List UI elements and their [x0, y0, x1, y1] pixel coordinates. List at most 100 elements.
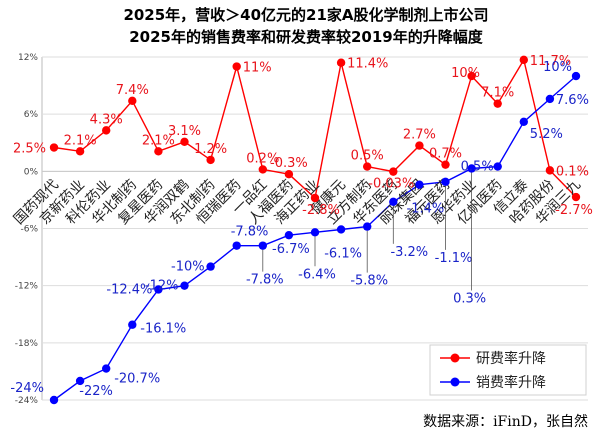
rd-point — [154, 147, 163, 156]
data-points — [49, 55, 581, 405]
rd-point — [310, 193, 320, 203]
sales-data-label: -20.7% — [114, 372, 160, 387]
sales-data-label: -5.8% — [350, 274, 388, 289]
rd-data-label: 0.2% — [246, 151, 279, 166]
sales-data-label: -7.8% — [246, 273, 284, 288]
legend-box — [429, 344, 587, 396]
sales-data-label: 5.2% — [530, 127, 563, 142]
rd-data-label: 0.5% — [351, 149, 384, 164]
sales-point — [493, 162, 502, 171]
sales-data-label: -16.1% — [140, 322, 186, 337]
rd-data-label: -2.7% — [555, 203, 593, 218]
sales-data-label: -10% — [171, 260, 205, 275]
sales-data-label: -3.2% — [390, 245, 428, 260]
y-tick-label: 12% — [18, 53, 38, 63]
sales-point — [128, 320, 137, 329]
rd-point — [49, 143, 59, 152]
sales-point — [571, 71, 581, 81]
sales-point — [415, 180, 424, 189]
sales-data-label: 10% — [543, 60, 572, 75]
category-labels: 国药现代京新药业科伦药业华北制药复星医药华润双鹤东北制药恒瑞医药一品红人福医药海… — [11, 176, 584, 228]
rd-point — [180, 137, 189, 146]
rd-series-line — [53, 58, 577, 200]
rd-point — [102, 126, 111, 135]
y-tick-label: 0% — [24, 167, 39, 177]
rd-point — [284, 169, 294, 179]
rd-data-label: 7.4% — [116, 83, 149, 98]
y-tick-label: -12% — [15, 282, 39, 292]
sales-point — [389, 197, 398, 207]
sales-data-label: 0.3% — [453, 291, 486, 306]
sales-data-label: -24% — [10, 381, 44, 396]
sales-point — [232, 241, 241, 250]
rd-data-label: 4.3% — [90, 112, 123, 127]
y-tick-label: -24% — [15, 396, 39, 406]
rd-data-label: 11% — [243, 61, 272, 76]
sales-point — [545, 94, 555, 104]
rd-data-label: 11.7% — [530, 54, 571, 69]
rd-data-label: 0.1% — [556, 164, 589, 179]
rd-data-label: 2.7% — [403, 128, 436, 143]
rd-point — [389, 167, 398, 176]
sales-point — [284, 230, 294, 240]
sales-data-label: -12.4% — [106, 282, 152, 297]
sales-point — [180, 281, 189, 290]
sales-point — [102, 364, 111, 373]
sales-data-label: -6.7% — [272, 242, 310, 257]
rd-point — [363, 162, 372, 171]
sales-data-label: -6.1% — [324, 246, 362, 261]
y-tick-label: -18% — [15, 339, 39, 349]
rd-point — [545, 166, 555, 175]
sales-data-label: -1.1% — [435, 251, 473, 266]
rd-point — [75, 147, 85, 156]
legend-sales-marker — [450, 377, 460, 387]
sales-point — [154, 285, 163, 294]
legend-sales-label: 销费率升降 — [476, 374, 546, 391]
sales-data-label: -22% — [79, 384, 113, 399]
sales-point — [336, 225, 346, 234]
rd-point — [571, 192, 581, 202]
rd-data-label: -2.8% — [302, 203, 340, 218]
rd-data-label: -0.3% — [270, 156, 308, 171]
rd-data-label: 1.2% — [194, 142, 227, 157]
sales-data-label: 7.6% — [556, 93, 589, 108]
sales-data-label: -1.4% — [407, 202, 445, 217]
sales-point — [441, 177, 450, 187]
rd-point — [519, 55, 528, 65]
y-tick-label: -6% — [20, 225, 38, 235]
rd-data-label: 2.1% — [142, 133, 175, 148]
sales-point — [49, 395, 59, 405]
rd-data-label: 3.1% — [168, 124, 201, 139]
rd-point — [441, 160, 450, 169]
sales-point — [310, 228, 320, 237]
sales-point — [258, 241, 267, 250]
sales-data-label: -6.4% — [298, 267, 336, 282]
rd-data-label: 11.4% — [347, 57, 388, 72]
sales-data-label: 0.5% — [461, 160, 494, 175]
rd-data-label: 2.5% — [13, 142, 46, 157]
chart-title-line1: 2025年，营收＞40亿元的21家A股化学制剂上市公司 — [123, 6, 488, 24]
rd-data-label: 7.1% — [481, 86, 514, 101]
legend-rd-marker — [450, 353, 460, 363]
sales-point — [467, 164, 476, 173]
rd-point — [493, 99, 502, 108]
rd-point — [232, 62, 241, 71]
source-note: 数据来源：iFinD，张自然 — [423, 413, 588, 430]
sales-point — [206, 262, 215, 271]
rd-data-label: 2.1% — [64, 133, 97, 148]
sales-data-label: -7.8% — [231, 225, 269, 240]
rd-point — [206, 155, 215, 165]
legend-rd-label: 研费率升降 — [476, 350, 546, 367]
y-axis-ticks: 12% 6% 0% -6% -12% -18% -24% — [15, 53, 39, 406]
rd-point — [258, 165, 267, 174]
rd-data-label: -0.03% — [368, 177, 414, 192]
rd-point — [336, 58, 346, 67]
sales-point — [519, 117, 528, 126]
rd-data-label: 10% — [451, 66, 480, 81]
y-tick-label: 6% — [24, 110, 39, 120]
sales-data-label: -12% — [145, 279, 179, 294]
rd-point — [415, 141, 424, 150]
rd-data-label: 0.7% — [429, 147, 462, 162]
